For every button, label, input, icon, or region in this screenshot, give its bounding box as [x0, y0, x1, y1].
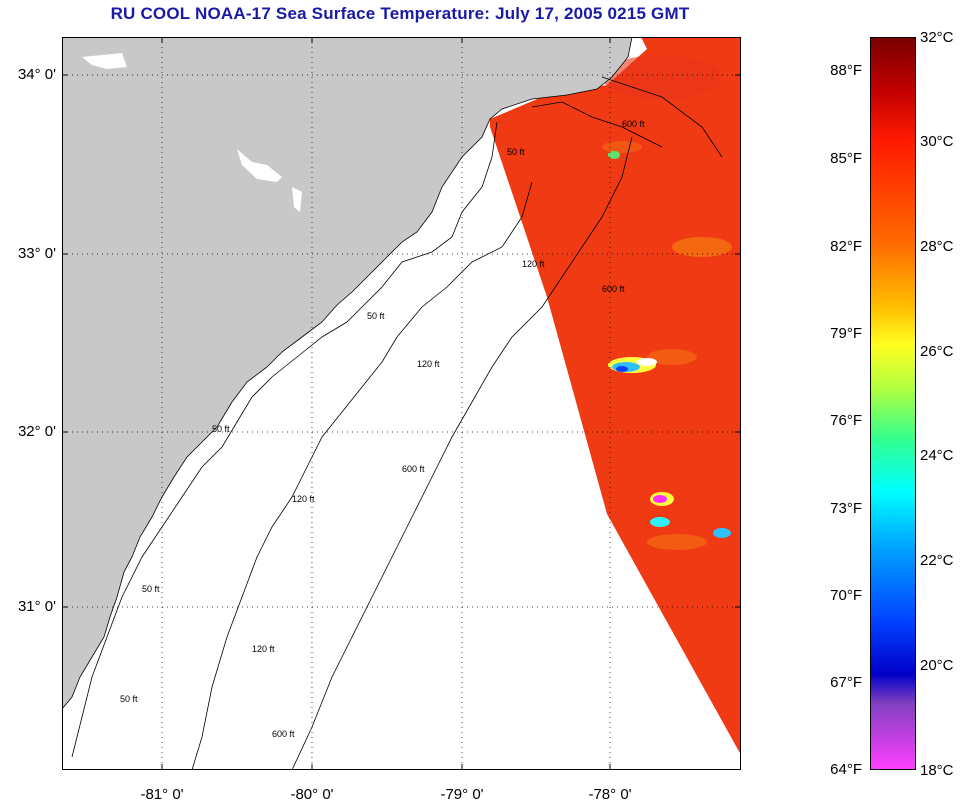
- colorbar-f-label: 85°F: [830, 150, 862, 167]
- colorbar-c-label: 18°C: [920, 762, 954, 779]
- contour-label: 50 ft: [367, 311, 385, 321]
- contour-label: 50 ft: [142, 584, 160, 594]
- contour-label: 50 ft: [507, 147, 525, 157]
- tick-marks: [62, 37, 741, 770]
- contour-label: 50 ft: [212, 424, 230, 434]
- lake: [82, 53, 127, 69]
- colorbar-f-label: 64°F: [830, 761, 862, 778]
- colorbar-c-label: 22°C: [920, 552, 954, 569]
- lon-label: -81° 0': [140, 786, 184, 803]
- sst-swath: [490, 37, 741, 755]
- depth-contours: [71, 76, 723, 771]
- contour-label: 600 ft: [272, 729, 295, 739]
- lat-label: 31° 0': [17, 598, 56, 615]
- colorbar-f-label: 70°F: [830, 587, 862, 604]
- colorbar-f-label: 79°F: [830, 325, 862, 342]
- lake: [292, 187, 302, 212]
- lat-label: 33° 0': [17, 245, 56, 262]
- contour-label: 120 ft: [292, 494, 315, 504]
- map-frame: [62, 37, 741, 770]
- colorbar-f-label: 76°F: [830, 412, 862, 429]
- contour-label: 50 ft: [120, 694, 138, 704]
- contour-label: 600 ft: [602, 284, 625, 294]
- contour-label: 120 ft: [417, 359, 440, 369]
- lon-label: -79° 0': [440, 786, 484, 803]
- lake: [70, 709, 76, 721]
- cool-feature-4: [608, 151, 620, 159]
- lon-label: -78° 0': [588, 786, 632, 803]
- colorbar-gradient: [871, 38, 915, 769]
- contour-label: 600 ft: [402, 464, 425, 474]
- colorbar-f-label: 67°F: [830, 674, 862, 691]
- land-mass: [61, 36, 633, 711]
- contour-label: 120 ft: [252, 644, 275, 654]
- colorbar-f-label: 88°F: [830, 62, 862, 79]
- lat-label: 32° 0': [17, 423, 56, 440]
- lat-label: 34° 0': [17, 66, 56, 83]
- colorbar-f-label: 73°F: [830, 500, 862, 517]
- colorbar-c-label: 32°C: [920, 29, 954, 46]
- colorbar-c-label: 30°C: [920, 133, 954, 150]
- colorbar-c-label: 20°C: [920, 657, 954, 674]
- colorbar-c-label: 26°C: [920, 343, 954, 360]
- lon-label: -80° 0': [290, 786, 334, 803]
- contour-label: 600 ft: [622, 119, 645, 129]
- cool-feature-2: [650, 492, 674, 527]
- colorbar-c-label: 28°C: [920, 238, 954, 255]
- map-title: RU COOL NOAA-17 Sea Surface Temperature:…: [110, 4, 690, 23]
- colorbar: [870, 37, 916, 770]
- map-canvas: 50 ft 120 ft 600 ft 50 ft 120 ft 600 ft …: [61, 36, 741, 771]
- contour-label-group: 50 ft 120 ft 600 ft 50 ft 120 ft 600 ft …: [120, 119, 645, 739]
- contour-label: 120 ft: [522, 259, 545, 269]
- colorbar-f-label: 82°F: [830, 238, 862, 255]
- sst-map[interactable]: 50 ft 120 ft 600 ft 50 ft 120 ft 600 ft …: [61, 36, 741, 771]
- colorbar-c-label: 24°C: [920, 447, 954, 464]
- cool-feature-3: [713, 528, 731, 538]
- cool-feature-1: [608, 357, 657, 373]
- graticule: [62, 37, 741, 770]
- lake: [237, 149, 282, 182]
